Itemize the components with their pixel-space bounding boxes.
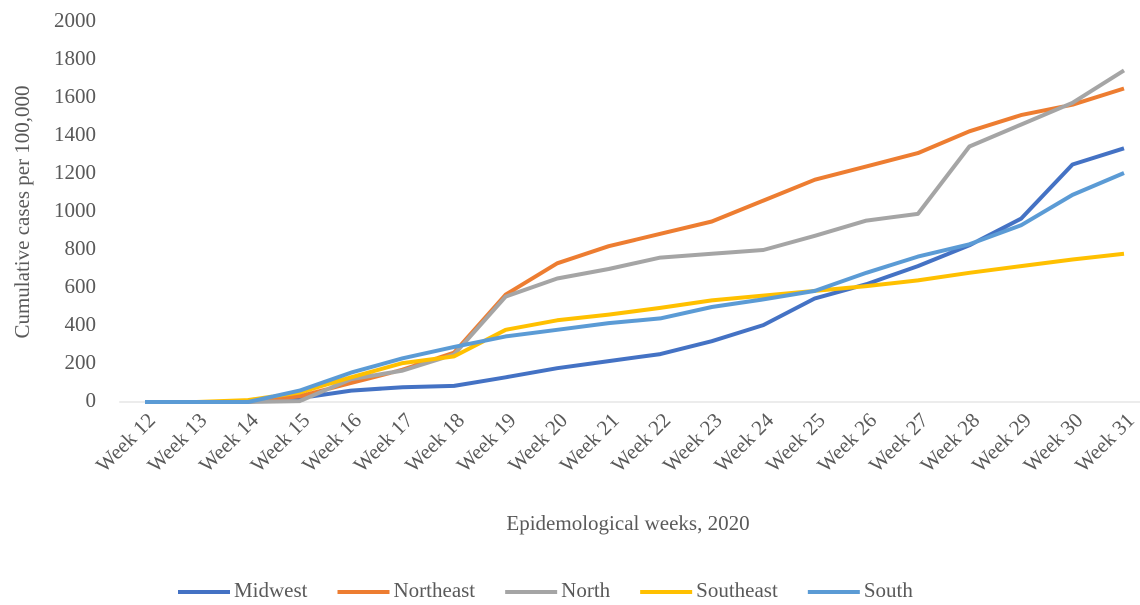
x-axis-title: Epidemological weeks, 2020 <box>506 511 749 535</box>
legend-label: Midwest <box>234 578 308 602</box>
series-line <box>145 146 1125 404</box>
y-tick-label: 1600 <box>54 84 96 108</box>
y-tick-label: 0 <box>86 388 97 412</box>
y-tick-label: 200 <box>65 350 97 374</box>
series-line <box>145 251 1125 404</box>
series-line <box>145 86 1125 404</box>
y-tick-label: 1800 <box>54 46 96 70</box>
series-line <box>145 171 1125 404</box>
legend-label: North <box>561 578 610 602</box>
y-tick-label: 800 <box>65 236 97 260</box>
y-tick-label: 600 <box>65 274 97 298</box>
y-tick-label: 2000 <box>54 8 96 32</box>
series-line <box>145 68 1126 404</box>
y-tick-label: 1200 <box>54 160 96 184</box>
y-tick-label: 1400 <box>54 122 96 146</box>
y-axis-title: Cumulative cases per 100,000 <box>10 85 34 338</box>
y-tick-label: 400 <box>65 312 97 336</box>
legend-label: Southeast <box>696 578 778 602</box>
legend-label: Northeast <box>394 578 476 602</box>
legend-label: South <box>864 578 914 602</box>
y-tick-label: 1000 <box>54 198 96 222</box>
